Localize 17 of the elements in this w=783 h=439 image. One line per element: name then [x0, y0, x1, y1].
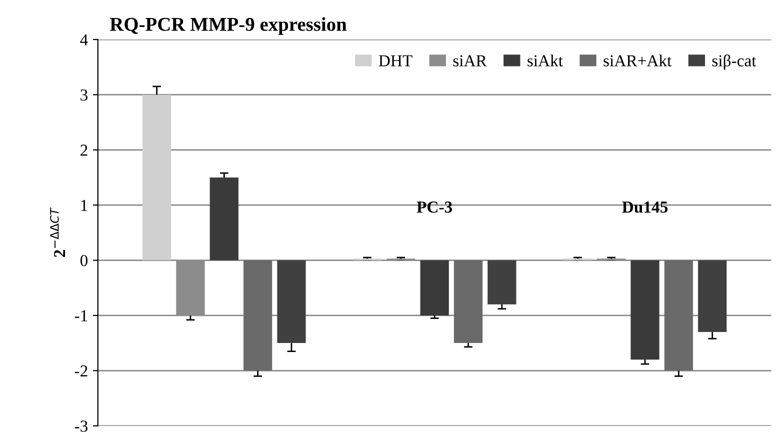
legend-label: DHT: [378, 55, 412, 66]
x-tick-label: Du145: [622, 202, 668, 213]
x-tick-label: PC-3: [416, 202, 452, 213]
y-tick-label: -2: [74, 365, 88, 376]
legend-label: siAkt: [528, 54, 563, 66]
legend-label: siAR: [453, 55, 487, 66]
y-tick-label: 3: [80, 89, 88, 101]
y-axis-title: 2$^{−ΔΔCT}$: [50, 207, 66, 257]
chart-title: RQ-PCR MMP-9 expression: [110, 17, 347, 35]
y-tick-label: 4: [80, 34, 88, 46]
legend-label: siAR+Akt: [604, 54, 672, 66]
y-tick-label: 0: [80, 254, 88, 266]
y-tick-label: -1: [74, 310, 88, 322]
y-tick-label: 2: [80, 144, 88, 156]
y-tick-label: -3: [74, 420, 88, 432]
y-tick-label: 1: [81, 200, 88, 211]
legend-label: siβ-cat: [712, 54, 756, 70]
